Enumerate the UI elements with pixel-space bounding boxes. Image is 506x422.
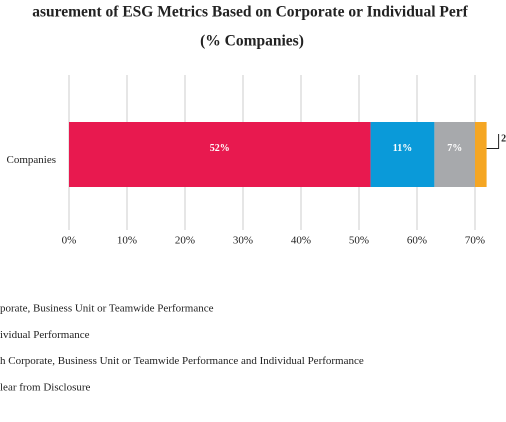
- bar-segment: [69, 122, 371, 187]
- x-tick-label: 60%: [407, 235, 427, 247]
- legend-label: ividual Performance: [0, 329, 90, 341]
- data-label: 11%: [393, 143, 412, 154]
- bar-segment: [370, 122, 435, 187]
- legend-label: lear from Disclosure: [0, 381, 91, 393]
- y-tick-label: Companies: [7, 154, 57, 166]
- x-tick-label: 50%: [349, 235, 369, 247]
- legend-label: porate, Business Unit or Teamwide Perfor…: [0, 303, 214, 315]
- x-tick-label: 30%: [233, 235, 253, 247]
- bar-segment: [475, 122, 487, 187]
- x-tick-label: 10%: [117, 235, 137, 247]
- legend-label: h Corporate, Business Unit or Teamwide P…: [0, 355, 364, 367]
- bar-segment: [434, 122, 475, 187]
- data-label: 52%: [210, 143, 230, 154]
- data-label: 2%: [501, 133, 506, 144]
- chart-title: asurement of ESG Metrics Based on Corpor…: [32, 4, 468, 21]
- x-tick-label: 20%: [175, 235, 195, 247]
- x-tick-label: 70%: [465, 235, 485, 247]
- leader-line: [486, 134, 500, 149]
- x-tick-label: 0%: [62, 235, 77, 247]
- data-label: 7%: [447, 143, 462, 154]
- x-tick-label: 40%: [291, 235, 311, 247]
- chart-subtitle: (% Companies): [200, 33, 304, 50]
